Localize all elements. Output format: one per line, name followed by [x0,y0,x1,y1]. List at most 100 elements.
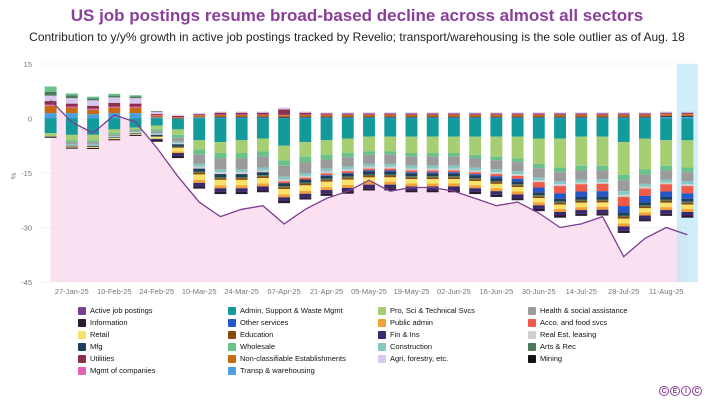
bar-segment [384,166,397,169]
bar-segment [299,182,312,184]
bar-segment [341,116,354,118]
bar-segment [299,162,312,173]
bar-segment [596,113,609,115]
bar-segment [320,154,333,160]
legend-item: Fin & Ins [378,330,420,339]
bar-segment [532,113,545,115]
legend-swatch [528,342,536,351]
bar-segment [511,113,524,115]
bar-segment [532,202,545,206]
bar-segment [320,113,333,115]
bar-segment [214,169,227,173]
bar-segment [44,86,57,92]
bar-segment [214,179,227,186]
legend-label: Admin, Support & Waste Mgmt [240,306,343,315]
bar-segment [596,112,609,114]
bar-segment [214,112,227,115]
bar-segment [150,138,163,140]
bar-segment [129,134,142,136]
bar-segment [193,114,206,116]
bar-segment [490,178,503,181]
bar-segment [554,198,566,202]
bar-segment [617,226,630,231]
legend-label: Retail [90,330,110,339]
x-tick-label: 19-May-25 [394,287,430,296]
bar-segment [681,172,694,182]
bar-segment [278,118,291,146]
bar-segment [108,97,121,103]
bar-segment [172,153,184,156]
bar-segment [447,112,460,114]
legend-swatch [228,366,236,375]
bar-segment [511,162,524,172]
bar-segment [256,175,269,177]
bar-segment [320,179,333,182]
bar-segment [87,114,100,119]
bar-segment [490,172,503,175]
y-axis-label: % [9,172,18,179]
bar-segment [341,184,354,188]
bar-segment [320,116,333,118]
bar-segment [554,186,566,194]
bar-segment [172,147,184,148]
bar-segment [596,196,609,200]
bar-segment [278,115,291,118]
bar-segment [341,153,354,158]
legend-label: Wholesale [240,342,276,351]
bar-segment [320,181,333,188]
bar-segment [617,116,630,118]
bar-segment [214,174,227,177]
bar-segment [617,206,630,213]
bar-segment [256,138,269,152]
legend-label: Transp & warehousing [240,366,315,375]
bar-segment [341,166,354,170]
x-tick-label: 02-Jun-25 [437,287,471,296]
bar-segment [554,181,566,185]
bar-segment [426,172,439,174]
bar-segment [469,178,482,180]
bar-segment [384,112,397,114]
bar-segment [65,145,78,147]
bar-segment [363,112,375,114]
bar-segment [469,154,482,159]
bar-segment [320,193,333,196]
bar-segment [490,188,503,192]
bar-segment [447,165,460,169]
legend-label: Health & social assistance [540,306,628,315]
bar-segment [617,196,630,207]
bar-segment [193,174,206,180]
bar-segment [129,96,142,99]
x-tick-label: 14-Jul-25 [566,287,597,296]
legend-swatch [228,318,236,327]
bar-segment [108,136,121,138]
bar-segment [214,116,227,118]
bar-segment [511,181,524,185]
bar-segment [150,115,163,118]
bar-segment [299,190,312,194]
bar-segment [596,200,609,203]
bar-segment [278,109,291,115]
legend-label: Fin & Ins [390,330,420,339]
legend-item: Transp & warehousing [228,366,315,375]
bar-segment [575,118,588,137]
bar-segment [511,178,524,182]
bar-segment [108,135,121,137]
bar-segment [384,113,397,115]
bar-segment [426,173,439,177]
bar-segment [554,138,566,168]
bar-segment [660,112,673,114]
bar-segment [638,212,651,216]
bar-segment [405,179,418,184]
bar-segment [575,112,588,114]
bar-segment [617,194,630,197]
bar-segment [638,206,651,209]
bar-segment [193,168,206,172]
bar-segment [129,103,142,107]
bar-segment [150,129,163,132]
bar-segment [575,210,588,214]
bar-segment [129,95,142,97]
bar-segment [384,117,397,119]
bar-segment [172,134,184,138]
bar-segment [278,183,291,187]
